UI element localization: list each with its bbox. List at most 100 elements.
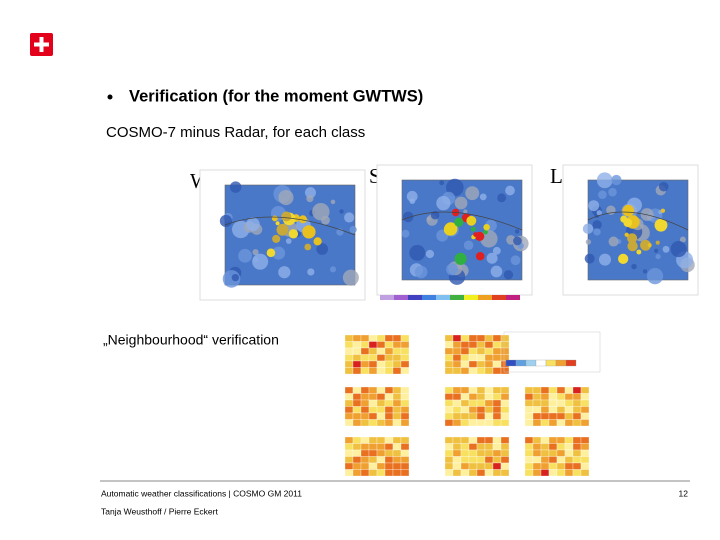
map-blob <box>406 190 418 202</box>
grid-cell <box>376 347 386 355</box>
grid-cell <box>376 469 386 477</box>
grid-cell <box>500 347 510 355</box>
grid-cell <box>532 469 542 477</box>
map-hotspot <box>627 233 638 244</box>
map-hotspot <box>627 240 638 252</box>
grid-cell <box>468 462 478 470</box>
map-hotspot <box>275 221 280 226</box>
grid-cell <box>468 449 478 457</box>
map-blob <box>306 195 314 203</box>
grid-cell <box>484 354 494 362</box>
grid-cell <box>484 449 494 457</box>
grid-cell <box>344 469 354 477</box>
colorbar-cell <box>394 295 408 300</box>
grid-cell <box>392 360 402 368</box>
grid-cell <box>460 462 470 470</box>
grid-cell <box>548 406 558 414</box>
grid-cell <box>460 443 470 451</box>
grid-cell <box>384 412 394 420</box>
grid-cell <box>444 419 454 427</box>
grid-cell <box>460 399 470 407</box>
map-blob <box>655 253 661 260</box>
map-blob <box>679 236 686 243</box>
grid-cell <box>540 412 550 420</box>
grid-cell <box>572 456 582 464</box>
grid-cell <box>384 393 394 401</box>
grid-cell <box>556 412 566 420</box>
grid-cell <box>484 393 494 401</box>
grid-cell <box>368 443 378 451</box>
legend-box <box>503 331 601 373</box>
grid-cell <box>392 399 402 407</box>
grid-cell <box>444 443 454 451</box>
grid-cell <box>392 419 402 427</box>
grid-cell <box>492 341 502 349</box>
grid-cell <box>392 406 402 414</box>
map-blob <box>608 187 617 197</box>
legend-cell <box>535 359 547 367</box>
grid-cell <box>452 393 462 401</box>
grid-cell <box>524 412 534 420</box>
grid-cell <box>392 462 402 470</box>
grid-cell <box>532 462 542 470</box>
grid-cell <box>452 399 462 407</box>
grid-cell <box>500 367 510 375</box>
colorbar-cell <box>422 295 436 300</box>
grid-cell <box>392 341 402 349</box>
map-blob <box>490 265 503 278</box>
colorbar-cell <box>380 295 394 300</box>
grid-cell <box>500 334 510 342</box>
grid-cell <box>368 347 378 355</box>
grid-cell <box>492 393 502 401</box>
grid-cell <box>376 393 386 401</box>
map-blob <box>514 229 520 234</box>
map-blob <box>446 263 459 276</box>
map-blob <box>401 229 410 238</box>
map-blob <box>479 193 487 201</box>
grid-cell <box>452 419 462 427</box>
grid-cell <box>476 469 486 477</box>
map-hotspot <box>454 217 464 227</box>
grid-cell <box>532 449 542 457</box>
grid-cell <box>492 469 502 477</box>
grid-cell <box>476 436 486 444</box>
grid-cell <box>368 436 378 444</box>
map-blob <box>454 196 468 210</box>
map-hotspot <box>304 243 312 251</box>
grid-cell <box>360 367 370 375</box>
grid-cell <box>556 456 566 464</box>
grid-cell <box>352 393 362 401</box>
map-blob <box>219 214 233 228</box>
grid-cell <box>460 412 470 420</box>
grid-cell <box>392 354 402 362</box>
map-blob <box>285 238 292 244</box>
grid-cell <box>400 449 410 457</box>
grid-cell <box>444 399 454 407</box>
grid-cell <box>476 406 486 414</box>
grid-cell <box>352 367 362 375</box>
grid-cell <box>580 406 590 414</box>
grid-cell <box>460 360 470 368</box>
grid-cell <box>360 334 370 342</box>
map-hotspot <box>624 232 629 237</box>
grid-cell <box>376 436 386 444</box>
legend-cell <box>515 359 527 367</box>
map-blob <box>436 196 451 211</box>
grid-cell <box>400 360 410 368</box>
grid-cell <box>368 462 378 470</box>
map-blob <box>582 223 594 234</box>
grid-cell <box>384 334 394 342</box>
colorbar-cell <box>492 295 506 300</box>
grid-cell <box>468 419 478 427</box>
grid-cell <box>556 399 566 407</box>
grid-cell <box>400 456 410 464</box>
map-blob <box>658 181 669 192</box>
map-blob <box>430 211 440 220</box>
grid-cell <box>444 469 454 477</box>
map-blob <box>409 244 426 261</box>
map-hotspot <box>276 223 289 236</box>
grid-cell <box>452 347 462 355</box>
map-blob <box>446 178 464 197</box>
map-images <box>199 164 699 301</box>
legend-cell <box>525 359 537 367</box>
